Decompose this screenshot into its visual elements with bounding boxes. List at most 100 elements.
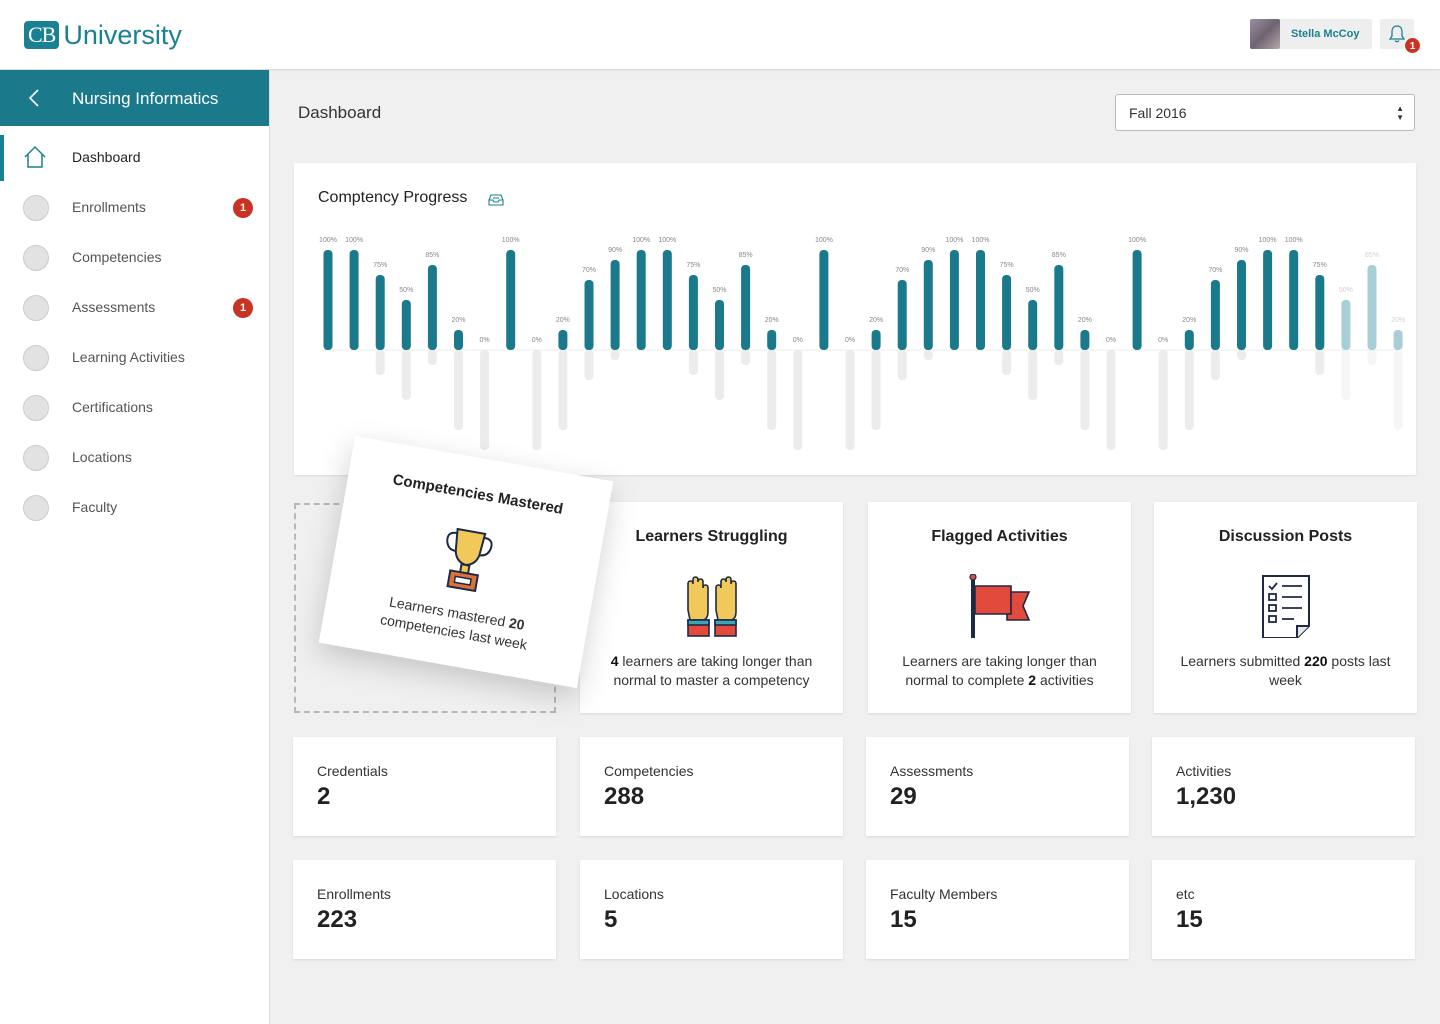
chart-data-label: 100%	[502, 237, 520, 244]
chart-bar[interactable]	[636, 250, 646, 350]
stat-card-etc[interactable]: etc 15	[1152, 860, 1415, 959]
chart-bar[interactable]	[558, 330, 568, 350]
chart-bar-remainder	[1106, 350, 1116, 450]
chart-data-label: 85%	[1052, 252, 1066, 259]
chart-bar[interactable]	[1367, 265, 1377, 350]
stat-value: 15	[890, 906, 917, 933]
chart-data-label: 100%	[345, 237, 363, 244]
chart-bar-remainder	[871, 350, 881, 430]
chart-bar[interactable]	[923, 260, 933, 350]
chart-bar-remainder	[741, 350, 751, 365]
stat-card-competencies[interactable]: Competencies 288	[580, 737, 843, 836]
chart-bar[interactable]	[897, 280, 907, 350]
chart-bar[interactable]	[662, 250, 672, 350]
chart-bar[interactable]	[1080, 330, 1090, 350]
chart-bar[interactable]	[1315, 275, 1325, 350]
chart-bar[interactable]	[1341, 300, 1351, 350]
chart-bar[interactable]	[427, 265, 437, 350]
chart-bar[interactable]	[871, 330, 881, 350]
stat-card-assessments[interactable]: Assessments 29	[866, 737, 1129, 836]
chart-data-label: 85%	[739, 252, 753, 259]
chart-bar[interactable]	[454, 330, 463, 350]
chart-bar[interactable]	[1237, 260, 1246, 350]
chevron-left-icon[interactable]	[24, 86, 44, 110]
sidebar-item-competencies[interactable]: Competencies	[0, 235, 270, 281]
chart-bar-remainder	[1184, 350, 1194, 430]
chart-title: Comptency Progress	[318, 189, 468, 206]
stat-label: Assessments	[890, 763, 974, 779]
chart-bar[interactable]	[1132, 250, 1142, 350]
chart-bar[interactable]	[1210, 280, 1220, 350]
card-description: Learners submitted 220 posts last week	[1180, 653, 1391, 688]
stat-card-activities[interactable]: Activities 1,230	[1152, 737, 1415, 836]
sidebar-item-dashboard[interactable]: Dashboard	[0, 135, 270, 181]
stat-card-credentials[interactable]: Credentials 2	[293, 737, 556, 836]
chart-bar[interactable]	[1002, 275, 1012, 350]
flagged-activities-card[interactable]: Flagged Activities Learners are taking l…	[868, 502, 1131, 713]
chart-bar[interactable]	[1289, 250, 1299, 350]
sidebar-item-assessments[interactable]: Assessments 1	[0, 285, 270, 331]
chart-bar[interactable]	[506, 250, 516, 350]
inbox-icon[interactable]	[488, 193, 504, 206]
competencies-mastered-card[interactable]: Competencies Mastered Learners mastered …	[318, 435, 614, 689]
chart-bar-remainder	[688, 350, 698, 375]
sidebar-item-label: Competencies	[72, 249, 162, 265]
chart-data-label: 0%	[1106, 337, 1116, 344]
chart-bar-remainder	[1210, 350, 1220, 380]
sidebar-item-enrollments[interactable]: Enrollments 1	[0, 185, 270, 231]
user-name: Stella McCoy	[1291, 28, 1360, 40]
stat-card-enrollments[interactable]: Enrollments 223	[293, 860, 556, 959]
chart-bar[interactable]	[401, 300, 411, 350]
chart-bar[interactable]	[949, 250, 959, 350]
chart-data-label: 100%	[319, 237, 337, 244]
course-title: Nursing Informatics	[72, 89, 219, 108]
chart-data-label: 100%	[815, 237, 833, 244]
chart-bar[interactable]	[767, 330, 777, 350]
learners-struggling-card[interactable]: Learners Struggling 4 learners are takin…	[580, 502, 843, 713]
chart-bar[interactable]	[1184, 330, 1194, 350]
sidebar-header: Nursing Informatics	[0, 70, 269, 126]
stat-label: Activities	[1176, 763, 1232, 779]
sidebar-item-locations[interactable]: Locations	[0, 435, 270, 481]
chart-data-label: 0%	[793, 337, 803, 344]
chart-bar[interactable]	[741, 265, 751, 350]
chart-bar[interactable]	[1263, 250, 1273, 350]
chart-bar[interactable]	[584, 280, 594, 350]
sidebar-item-label: Locations	[72, 449, 132, 465]
count-badge: 1	[233, 198, 253, 218]
logo[interactable]: CB University	[24, 20, 182, 50]
notifications-button[interactable]	[1380, 19, 1414, 49]
chart-bar[interactable]	[715, 300, 724, 350]
chart-bar[interactable]	[610, 260, 620, 350]
chart-data-label: 50%	[399, 287, 413, 294]
stat-card-faculty-members[interactable]: Faculty Members 15	[866, 860, 1129, 959]
sort-arrows-icon: ▲ ▼	[1396, 104, 1404, 122]
active-indicator	[0, 135, 4, 181]
stat-value: 2	[317, 783, 331, 810]
chart-bar-remainder	[532, 350, 542, 450]
chart-bar[interactable]	[323, 250, 333, 350]
chart-bar[interactable]	[819, 250, 829, 350]
chart-bar[interactable]	[688, 275, 698, 350]
avatar	[1250, 19, 1280, 49]
stat-label: Locations	[604, 886, 664, 902]
chart-bar-remainder	[1315, 350, 1325, 375]
term-select[interactable]: Fall 2016 ▲ ▼	[1115, 94, 1415, 131]
sidebar-item-faculty[interactable]: Faculty	[0, 485, 270, 531]
chart-bar[interactable]	[1054, 265, 1064, 350]
chart-bar[interactable]	[1393, 330, 1403, 350]
stat-card-locations[interactable]: Locations 5	[580, 860, 843, 959]
chart-bar[interactable]	[349, 250, 359, 350]
user-menu[interactable]: Stella McCoy	[1250, 19, 1372, 49]
sidebar-item-certifications[interactable]: Certifications	[0, 385, 270, 431]
chart-bar[interactable]	[375, 275, 385, 350]
flag-icon	[968, 574, 1030, 638]
chart-bar[interactable]	[976, 250, 985, 350]
notification-badge: 1	[1404, 37, 1421, 54]
chart-bar[interactable]	[1028, 300, 1038, 350]
chart-bar-remainder	[715, 350, 724, 400]
chart-bar-remainder	[454, 350, 463, 430]
discussion-posts-card[interactable]: Discussion Posts Learners submitted 220 …	[1154, 502, 1417, 713]
circle-icon	[23, 445, 49, 471]
sidebar-item-learning-activities[interactable]: Learning Activities	[0, 335, 270, 381]
